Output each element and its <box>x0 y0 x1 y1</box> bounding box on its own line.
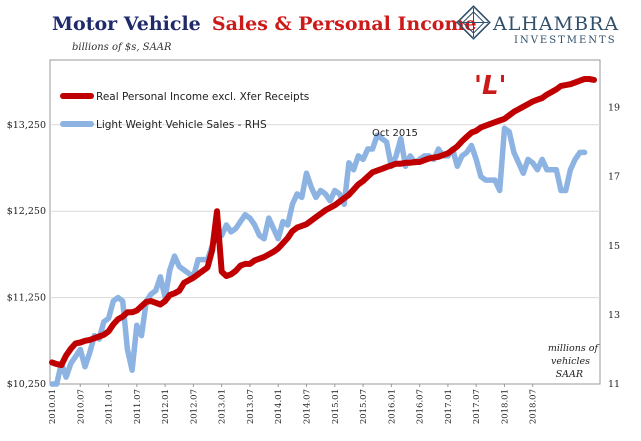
x-tick-label: 2013.01 <box>218 389 228 424</box>
x-tick-label: 2010.07 <box>76 389 86 424</box>
x-tick-label: 2016.01 <box>387 389 397 424</box>
right-tick-label: 13 <box>608 310 620 321</box>
legend-item-vehicle-sales: Light Weight Vehicle Sales - RHS <box>60 119 267 131</box>
series-line-income <box>49 76 597 368</box>
right-axis-label-line1: millions of <box>548 343 600 354</box>
chart-title-part2: Sales & Personal Income <box>212 13 477 35</box>
right-tick-label: 15 <box>608 241 620 252</box>
x-tick-label: 2015.07 <box>359 389 369 424</box>
left-tick-label: $12,250 <box>7 206 46 217</box>
annotation-oct-2015: Oct 2015 <box>372 128 418 139</box>
left-tick-label: $13,250 <box>7 120 46 131</box>
x-tick-label: 2015.01 <box>331 389 341 424</box>
plot-frame <box>49 59 601 385</box>
annotation-l-shape: 'L' <box>474 71 507 101</box>
chart-title: Motor Vehicle Sales & Personal Income <box>52 13 477 35</box>
series-lines <box>49 76 597 387</box>
x-tick-label: 2011.07 <box>133 389 143 424</box>
logo-diamond-icon <box>456 5 491 40</box>
x-tick-label: 2018.01 <box>500 389 510 424</box>
x-tick-label: 2010.01 <box>48 389 58 424</box>
legend: Real Personal Income excl. Xfer Receipts… <box>60 91 309 131</box>
x-tick-label: 2014.01 <box>274 389 284 424</box>
logo-sub-text: INVESTMENTS <box>514 35 617 46</box>
right-axis-label-line3: SAAR <box>556 369 583 380</box>
x-tick-label: 2014.07 <box>303 389 313 424</box>
series-line-vehicle-sales <box>49 125 588 387</box>
chart-title-part1: Motor Vehicle <box>52 13 201 35</box>
right-axis-ticks: 11 13 15 17 19 <box>608 103 620 390</box>
left-tick-label: $11,250 <box>7 293 46 304</box>
x-tick-label: 2011.01 <box>105 389 115 424</box>
x-axis-ticks: 2010.01 2010.07 2011.01 2011.07 2012.01 2012.… <box>48 384 539 424</box>
right-tick-label: 11 <box>608 379 620 390</box>
right-axis-label: millions of vehicles SAAR <box>548 343 600 380</box>
left-tick-label: $10,250 <box>7 379 46 390</box>
logo-main-text: ALHAMBRA <box>492 13 619 35</box>
right-axis-label-line2: vehicles <box>551 356 590 367</box>
legend-item-income: Real Personal Income excl. Xfer Receipts <box>60 91 309 103</box>
right-tick-label: 19 <box>608 103 620 114</box>
left-axis-ticks: $10,250 $11,250 $12,250 $13,250 <box>7 120 46 390</box>
legend-label-vehicle-sales: Light Weight Vehicle Sales - RHS <box>96 119 267 131</box>
alhambra-logo: ALHAMBRA INVESTMENTS <box>456 5 619 46</box>
legend-label-income: Real Personal Income excl. Xfer Receipts <box>96 91 309 103</box>
x-tick-label: 2012.07 <box>189 389 199 424</box>
x-tick-label: 2013.07 <box>246 389 256 424</box>
x-tick-label: 2018.07 <box>529 389 539 424</box>
right-tick-label: 17 <box>608 172 620 183</box>
x-tick-label: 2017.01 <box>444 389 454 424</box>
plot-area: $10,250$11,250$12,250$13,250 1113151719 … <box>7 59 620 424</box>
x-tick-label: 2012.01 <box>161 389 171 424</box>
x-tick-label: 2017.07 <box>472 389 482 424</box>
x-tick-label: 2016.07 <box>416 389 426 424</box>
chart-subtitle: billions of $s, SAAR <box>72 42 172 53</box>
